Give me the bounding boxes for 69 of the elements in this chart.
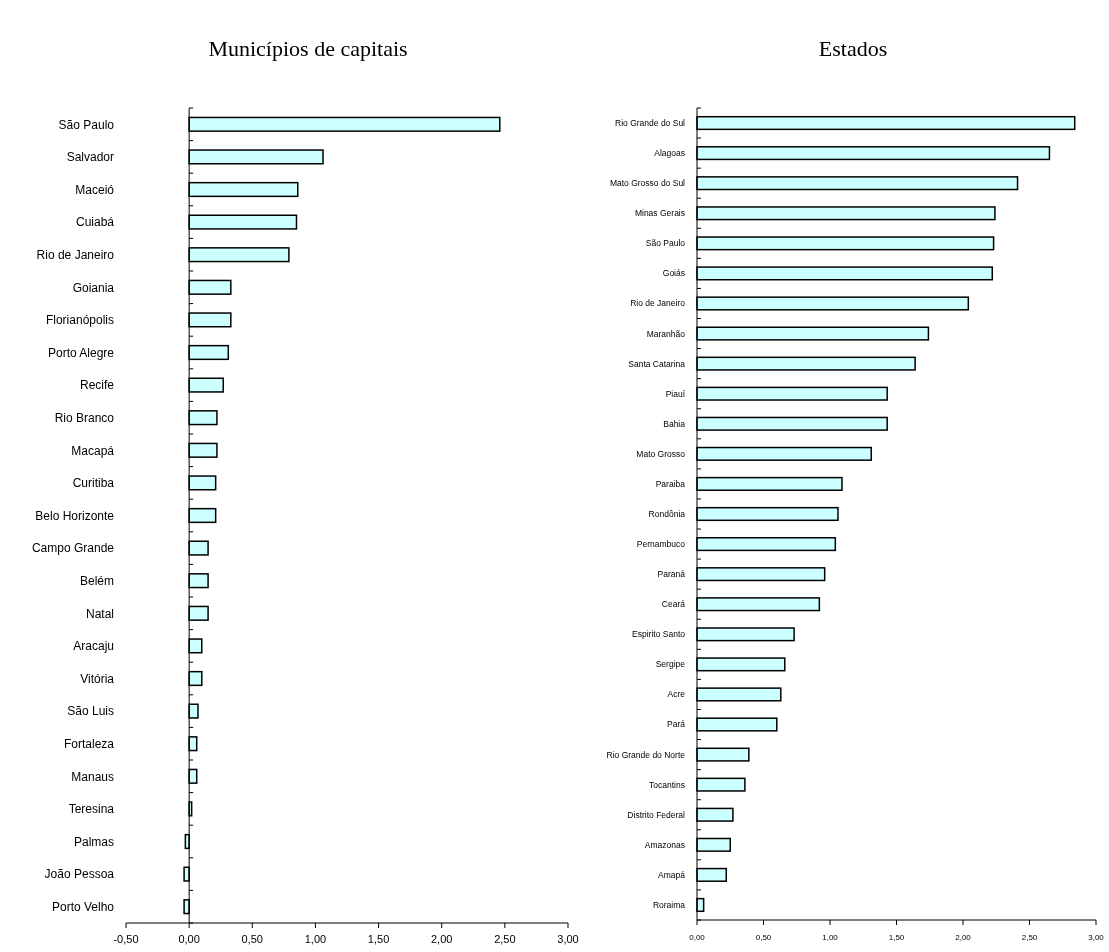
x-tick-label: 2,00 bbox=[955, 933, 972, 942]
y-tick-label: Pernambuco bbox=[636, 539, 686, 550]
y-tick-label: Rondônia bbox=[648, 508, 686, 519]
y-tick-label: Goiania bbox=[72, 280, 115, 295]
chart-title: Municípios de capitais bbox=[208, 36, 408, 61]
y-tick-label: Maceió bbox=[75, 182, 115, 197]
y-tick-label: Palmas bbox=[73, 834, 114, 849]
y-tick-label: Rio Grande do Norte bbox=[606, 749, 686, 760]
y-tick-label: Salvador bbox=[66, 150, 114, 165]
y-tick-label: Alagoas bbox=[654, 148, 685, 159]
x-tick-label: 0,00 bbox=[689, 933, 706, 942]
y-tick-label: Rio Branco bbox=[54, 410, 115, 425]
x-tick-label: -0,50 bbox=[113, 933, 139, 945]
y-tick-label: Cuiabá bbox=[75, 215, 115, 230]
y-tick-label: Piauí bbox=[665, 388, 686, 399]
y-tick-label: Natal bbox=[85, 606, 114, 621]
y-tick-label: Amapá bbox=[658, 869, 686, 880]
y-tick-label: Pará bbox=[667, 719, 686, 730]
y-tick-label: Acre bbox=[667, 689, 686, 700]
y-tick-label: São Paulo bbox=[645, 238, 686, 249]
y-tick-label: Maranhão bbox=[646, 328, 686, 339]
y-tick-label: Vitória bbox=[80, 671, 115, 686]
y-tick-label: Florianópolis bbox=[45, 313, 114, 328]
y-tick-label: Porto Alegre bbox=[47, 345, 115, 360]
y-tick-label: Espirito Santo bbox=[632, 629, 686, 640]
y-tick-label: Minas Gerais bbox=[634, 208, 685, 219]
x-tick-label: 2,00 bbox=[431, 933, 453, 945]
y-tick-label: Amazonas bbox=[644, 839, 685, 850]
y-tick-label: Distrito Federal bbox=[627, 809, 686, 820]
y-tick-label: Curitiba bbox=[72, 476, 115, 491]
y-tick-label: João Pessoa bbox=[44, 867, 115, 882]
y-tick-label: Teresina bbox=[68, 802, 115, 817]
x-tick-label: 1,00 bbox=[822, 933, 839, 942]
y-tick-label: Rio Grande do Sul bbox=[615, 118, 686, 129]
y-tick-label: São Paulo bbox=[58, 117, 115, 132]
y-tick-label: Goiás bbox=[662, 268, 685, 279]
x-tick-label: 3,00 bbox=[1088, 933, 1105, 942]
y-tick-label: Bahia bbox=[663, 418, 686, 429]
y-tick-label: Tocantins bbox=[649, 779, 685, 790]
y-tick-label: Mato Grosso bbox=[636, 448, 686, 459]
x-tick-label: 1,00 bbox=[304, 933, 327, 945]
y-tick-label: Mato Grosso do Sul bbox=[609, 178, 686, 189]
y-tick-label: Fortaleza bbox=[63, 736, 115, 751]
y-tick-label: Recife bbox=[79, 378, 115, 393]
y-tick-label: Belo Horizonte bbox=[35, 508, 115, 523]
y-tick-label: Roraima bbox=[652, 899, 686, 910]
x-tick-label: 3,00 bbox=[557, 933, 579, 945]
y-tick-label: Paraná bbox=[657, 569, 686, 580]
y-tick-label: Campo Grande bbox=[31, 541, 115, 556]
x-tick-label: 1,50 bbox=[367, 933, 390, 945]
x-tick-label: 0,50 bbox=[241, 933, 263, 945]
x-tick-label: 0,50 bbox=[755, 933, 772, 942]
x-tick-label: 2,50 bbox=[1021, 933, 1038, 942]
y-tick-label: Manaus bbox=[71, 769, 114, 784]
y-tick-label: Rio de Janeiro bbox=[36, 247, 115, 262]
y-tick-label: Belém bbox=[79, 573, 114, 588]
y-tick-label: Aracaju bbox=[73, 639, 114, 654]
y-tick-label: Macapá bbox=[71, 443, 115, 458]
y-tick-label: Porto Velho bbox=[51, 899, 115, 914]
y-tick-label: Rio de Janeiro bbox=[630, 298, 686, 309]
x-tick-label: 1,50 bbox=[888, 933, 905, 942]
y-tick-label: São Luis bbox=[67, 704, 114, 719]
y-tick-label: Paraiba bbox=[655, 478, 686, 489]
x-tick-label: 2,50 bbox=[494, 933, 516, 945]
x-tick-label: 0,00 bbox=[178, 933, 200, 945]
chart-title: Estados bbox=[818, 36, 888, 61]
y-tick-label: Santa Catarina bbox=[628, 358, 686, 369]
y-tick-label: Sergipe bbox=[655, 659, 686, 670]
y-tick-label: Ceará bbox=[661, 599, 686, 610]
